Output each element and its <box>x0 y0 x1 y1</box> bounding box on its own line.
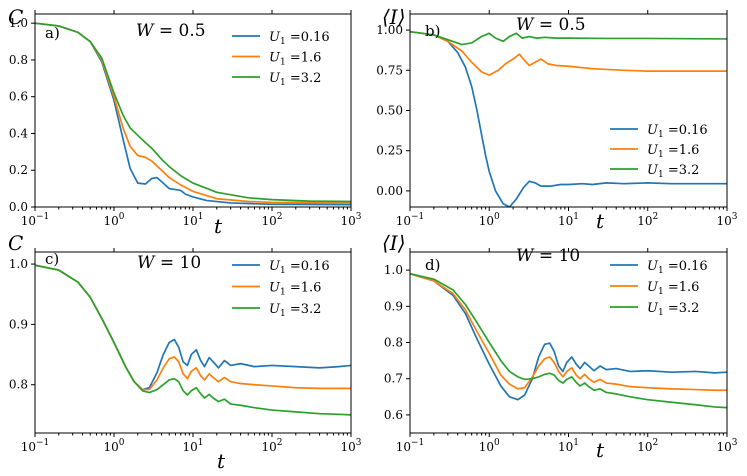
x-tick-label: 103 <box>340 212 361 228</box>
x-tick-label: 10−1 <box>21 438 50 454</box>
y-tick-label: 0.00 <box>376 184 403 198</box>
panel-label: b) <box>425 22 440 40</box>
y-tick-label: 0.2 <box>9 163 28 177</box>
x-tick-label: 102 <box>261 212 282 228</box>
legend: U1 =0.16 U1 =1.6 U1 =3.2 <box>610 259 708 318</box>
legend-label-3: U1 =3.2 <box>647 301 699 318</box>
series-line-3 <box>35 22 351 203</box>
x-tick-label: 102 <box>637 438 658 454</box>
y-tick-label: 0.25 <box>376 144 403 158</box>
legend-label-1: U1 =0.16 <box>647 259 708 276</box>
legend-label-2: U1 =1.6 <box>647 280 699 297</box>
y-tick-label: 1.00 <box>376 23 403 37</box>
y-tick-label: 0.9 <box>9 317 28 331</box>
y-tick-label: 0.8 <box>384 336 403 350</box>
legend: U1 =0.16 U1 =1.6 U1 =3.2 <box>232 259 330 319</box>
legend-label-3: U1 =3.2 <box>647 163 699 180</box>
series-line-2 <box>410 272 727 392</box>
x-tick-label: 103 <box>716 438 737 454</box>
y-axis-label: C <box>8 231 23 255</box>
panel-d: 10−1 100 101 102 103 0.6 0.7 0.8 0.9 1.0 d) W = 10 ⟨… <box>382 231 738 462</box>
annotation-w: W = 10 <box>137 253 201 273</box>
series-line-3 <box>410 30 727 46</box>
legend-label-3: U1 =3.2 <box>269 302 321 319</box>
plot-frame <box>34 251 352 434</box>
x-tick-label: 101 <box>558 438 579 454</box>
series-line-2 <box>410 30 727 76</box>
y-tick-label: 1.0 <box>9 16 28 30</box>
legend-label-2: U1 =1.6 <box>269 281 321 298</box>
y-tick-label: 0.0 <box>9 200 28 214</box>
y-tick-label: 0.6 <box>384 408 403 422</box>
y-tick-label: 0.9 <box>384 299 403 313</box>
x-tick-label: 101 <box>182 212 203 228</box>
legend-label-2: U1 =1.6 <box>647 143 699 160</box>
y-tick-label: 1.0 <box>384 263 403 277</box>
annotation-w: W = 0.5 <box>516 15 586 35</box>
series-line-1 <box>410 272 727 401</box>
x-tick-label: 10−1 <box>21 212 50 228</box>
x-axis-label: t <box>217 449 226 473</box>
series-line-1 <box>410 30 727 207</box>
legend-label-1: U1 =0.16 <box>269 259 330 276</box>
y-tick-label: 0.6 <box>9 90 28 104</box>
y-axis-label: ⟨I⟩ <box>382 231 406 255</box>
panel-b: 10−1 100 101 102 103 0.00 0.25 0.50 0.75 1.00 b) W … <box>376 5 737 233</box>
legend: U1 =0.16 U1 =1.6 U1 =3.2 <box>610 123 708 180</box>
x-axis-label: t <box>596 438 605 462</box>
x-tick-label: 100 <box>479 438 500 454</box>
y-tick-label: 0.8 <box>9 378 28 392</box>
series-line-3 <box>35 264 351 416</box>
panel-label: a) <box>45 24 60 42</box>
x-tick-label: 100 <box>479 212 500 228</box>
y-tick-label: 0.50 <box>376 104 403 118</box>
x-tick-label: 101 <box>182 438 203 454</box>
panel-a: 10−1 100 101 102 103 0.0 0.2 0.4 0.6 0.8 1.0 a) W = … <box>8 5 362 238</box>
x-tick-label: 103 <box>716 212 737 228</box>
x-axis-label: t <box>596 209 605 233</box>
x-axis-label: t <box>214 214 223 238</box>
legend-label-2: U1 =1.6 <box>269 51 321 68</box>
y-axis-label: C <box>8 5 23 29</box>
x-tick-label: 102 <box>261 438 282 454</box>
y-tick-label: 0.75 <box>376 63 403 77</box>
x-tick-label: 100 <box>103 438 124 454</box>
y-axis-label: ⟨I⟩ <box>382 5 406 29</box>
legend: U1 =0.16 U1 =1.6 U1 =3.2 <box>232 30 330 88</box>
y-tick-label: 1.0 <box>9 257 28 271</box>
x-tick-label: 103 <box>340 438 361 454</box>
panel-label: d) <box>425 256 440 274</box>
x-tick-label: 10−1 <box>396 212 425 228</box>
x-tick-label: 102 <box>637 212 658 228</box>
x-tick-label: 101 <box>558 212 579 228</box>
y-tick-label: 0.4 <box>9 126 28 140</box>
x-tick-label: 100 <box>103 212 124 228</box>
y-tick-label: 0.8 <box>9 53 28 67</box>
series-line-3 <box>410 272 727 409</box>
annotation-w: W = 0.5 <box>136 21 206 41</box>
y-tick-label: 0.7 <box>384 372 403 386</box>
x-tick-label: 10−1 <box>396 438 425 454</box>
legend-label-1: U1 =0.16 <box>647 123 708 140</box>
legend-label-3: U1 =3.2 <box>269 71 321 88</box>
panel-c: 10−1 100 101 102 103 0.8 0.9 1.0 c) W = 10 Ct U1 =0… <box>8 231 362 473</box>
legend-label-1: U1 =0.16 <box>269 30 330 47</box>
annotation-w: W = 10 <box>516 246 580 266</box>
panel-label: c) <box>45 250 59 268</box>
